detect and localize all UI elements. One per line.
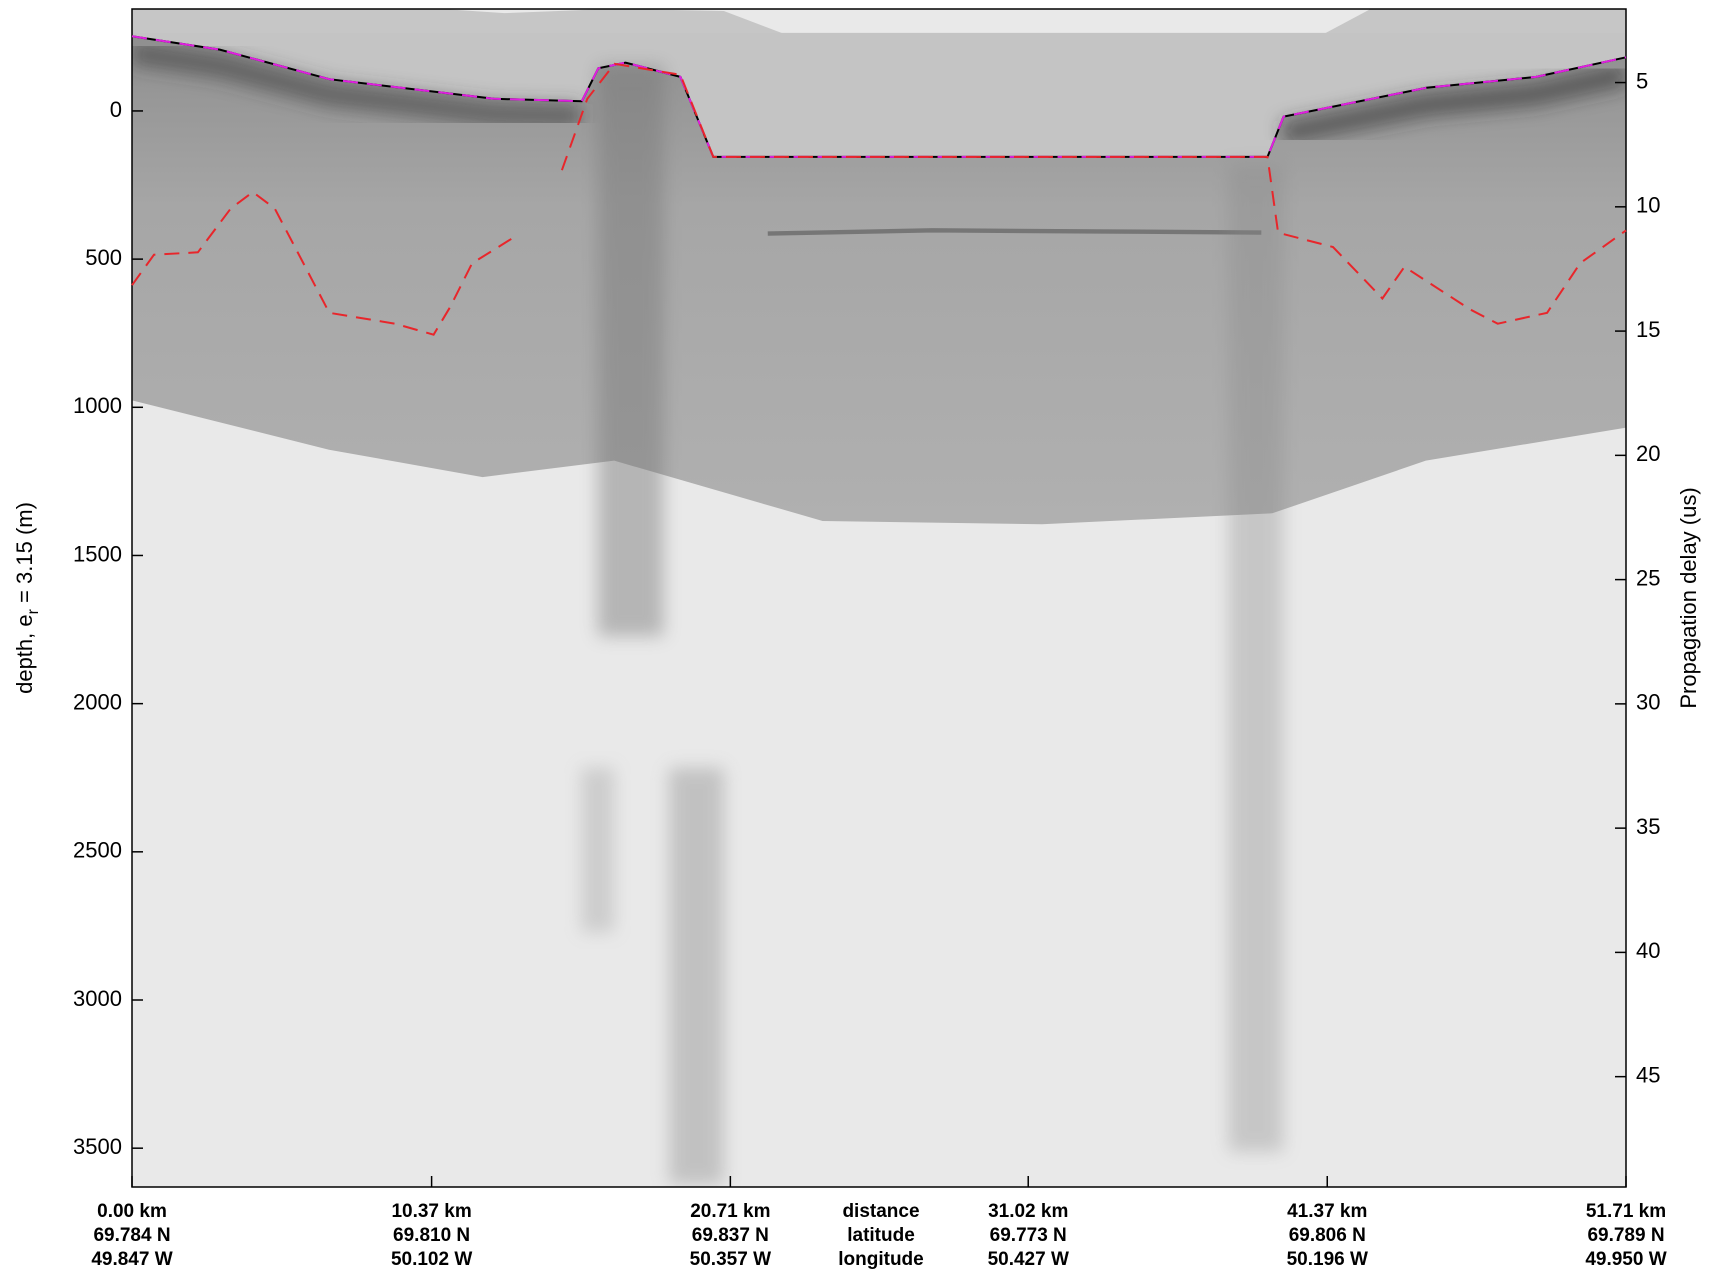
y2-tick-label: 5 (1636, 68, 1648, 93)
x-tick-label: 31.02 km (988, 1201, 1068, 1222)
y-tick-label: 500 (85, 245, 122, 270)
row-label: longitude (838, 1249, 923, 1270)
longitude-label: 49.847 W (91, 1249, 172, 1270)
latitude-label: 69.784 N (93, 1225, 170, 1246)
longitude-label: 50.427 W (988, 1249, 1069, 1270)
longitude-label: 50.196 W (1287, 1249, 1368, 1270)
y-label-rest: = 3.15 (m) (12, 502, 37, 609)
longitude-label: 49.950 W (1585, 1249, 1666, 1270)
y2-tick-label: 25 (1636, 565, 1660, 590)
x-tick-label: 0.00 km (97, 1201, 167, 1222)
latitude-label: 69.837 N (692, 1225, 769, 1246)
y2-tick-label: 35 (1636, 814, 1660, 839)
y-tick-label: 3000 (73, 986, 122, 1011)
y-axis-label: depth, er = 3.15 (m) (12, 502, 42, 694)
latitude-label: 69.773 N (990, 1225, 1067, 1246)
y2-tick-label: 15 (1636, 317, 1660, 342)
row-label: latitude (847, 1225, 915, 1246)
y-label-main: depth, e (12, 614, 37, 694)
plot-frame (131, 8, 1627, 1188)
line (131, 62, 1627, 336)
y-tick-label: 2000 (73, 689, 122, 714)
y-tick-label: 2500 (73, 838, 122, 863)
y-tick-label: 3500 (73, 1134, 122, 1159)
y2-tick-label: 30 (1636, 690, 1660, 715)
x-tick-label: 20.71 km (690, 1201, 770, 1222)
y2-tick-label: 45 (1636, 1062, 1660, 1087)
x-tick-label: 41.37 km (1287, 1201, 1367, 1222)
y-tick-label: 1000 (73, 393, 122, 418)
latitude-label: 69.810 N (393, 1225, 470, 1246)
y2-axis-label: Propagation delay (us) (1676, 487, 1701, 708)
y-tick-label: 0 (110, 97, 122, 122)
y2-tick-label: 10 (1636, 193, 1660, 218)
echogram-image (132, 9, 1626, 1187)
longitude-label: 50.102 W (391, 1249, 472, 1270)
longitude-label: 50.357 W (690, 1249, 771, 1270)
row-label: distance (842, 1201, 919, 1222)
line (131, 35, 1627, 158)
latitude-label: 69.789 N (1587, 1225, 1664, 1246)
y-tick-label: 1500 (73, 541, 122, 566)
x-tick-label: 10.37 km (391, 1201, 471, 1222)
x-tick-label: 51.71 km (1586, 1201, 1666, 1222)
y2-tick-label: 40 (1636, 938, 1660, 963)
y2-tick-label: 20 (1636, 441, 1660, 466)
latitude-label: 69.806 N (1289, 1225, 1366, 1246)
y-label-subscript: r (25, 608, 42, 614)
